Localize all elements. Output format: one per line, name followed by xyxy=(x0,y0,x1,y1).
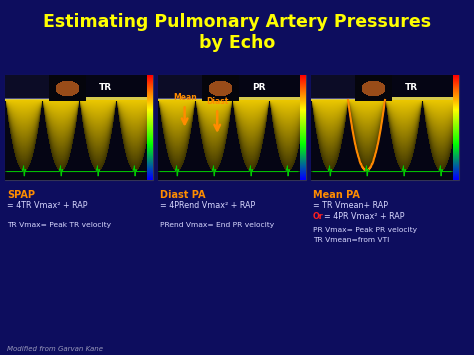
Text: Diast PA: Diast PA xyxy=(160,190,206,200)
Text: PRend Vmax= End PR velocity: PRend Vmax= End PR velocity xyxy=(160,222,274,228)
Text: Or: Or xyxy=(313,212,324,221)
Text: PR: PR xyxy=(252,83,265,92)
Text: TR Vmax= Peak TR velocity: TR Vmax= Peak TR velocity xyxy=(7,222,111,228)
Text: = TR Vmean+ RAP: = TR Vmean+ RAP xyxy=(313,201,388,209)
Text: PR Vmax= Peak PR velocity: PR Vmax= Peak PR velocity xyxy=(313,227,417,233)
Text: Estimating Pulmonary Artery Pressures: Estimating Pulmonary Artery Pressures xyxy=(43,13,431,31)
Text: by Echo: by Echo xyxy=(199,34,275,52)
Text: = 4PR Vmax² + RAP: = 4PR Vmax² + RAP xyxy=(324,212,404,221)
Text: Mean PA: Mean PA xyxy=(313,190,360,200)
Text: Mean: Mean xyxy=(173,93,197,102)
Bar xyxy=(311,75,459,180)
Text: TR: TR xyxy=(405,83,418,92)
Text: Modified from Garvan Kane: Modified from Garvan Kane xyxy=(7,346,103,352)
Text: Diast: Diast xyxy=(206,97,228,106)
Text: SPAP: SPAP xyxy=(7,190,35,200)
Text: TR Vmean=from VTI: TR Vmean=from VTI xyxy=(313,237,389,243)
Bar xyxy=(158,75,306,180)
Text: = 4PRend Vmax² + RAP: = 4PRend Vmax² + RAP xyxy=(160,201,255,209)
Text: TR: TR xyxy=(99,83,112,92)
Text: = 4TR Vmax² + RAP: = 4TR Vmax² + RAP xyxy=(7,201,88,209)
Bar xyxy=(5,75,153,180)
